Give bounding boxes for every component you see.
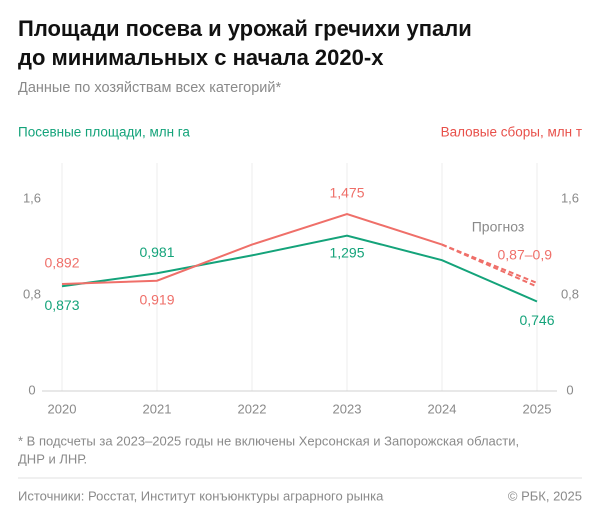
- x-tick-label: 2020: [48, 401, 77, 416]
- data-label: 0,981: [139, 244, 174, 260]
- footnote: ДНР и ЛНР.: [18, 451, 87, 466]
- data-label: 1,475: [329, 185, 364, 201]
- chart-title: до минимальных с начала 2020-х: [18, 45, 384, 70]
- y2-tick-label: 0: [566, 382, 573, 397]
- x-tick-label: 2025: [523, 401, 552, 416]
- y-tick-label: 0: [28, 382, 35, 397]
- y-axis-label: Посевные площади, млн га: [18, 125, 190, 140]
- data-label: 1,295: [329, 244, 364, 260]
- line-series: [61, 212, 443, 285]
- y2-tick-label: 1,6: [561, 190, 579, 205]
- chart-title: Площади посева и урожай гречихи упали: [18, 16, 472, 41]
- line-series: [61, 234, 538, 303]
- copyright: © РБК, 2025: [508, 488, 582, 503]
- data-label: 0,919: [139, 291, 174, 307]
- x-tick-label: 2021: [143, 401, 172, 416]
- data-label: 0,746: [519, 312, 554, 328]
- forecast-value-label: 0,87–0,9: [498, 247, 553, 263]
- data-label: 0,892: [44, 255, 79, 271]
- forecast-label: Прогноз: [472, 219, 525, 235]
- source: Источники: Росстат, Институт конъюнктуры…: [18, 488, 384, 503]
- y2-tick-label: 0,8: [561, 286, 579, 301]
- forecast-line: [441, 243, 538, 284]
- chart-subtitle: Данные по хозяйствам всех категорий*: [18, 80, 282, 96]
- y-tick-label: 0,8: [23, 286, 41, 301]
- x-tick-label: 2023: [333, 401, 362, 416]
- y-tick-label: 1,6: [23, 190, 41, 205]
- x-tick-label: 2022: [238, 401, 267, 416]
- footnote: * В подсчеты за 2023–2025 годы не включе…: [18, 433, 519, 448]
- x-tick-label: 2024: [428, 401, 457, 416]
- y2-axis-label: Валовые сборы, млн т: [441, 125, 582, 140]
- data-label: 0,873: [44, 297, 79, 313]
